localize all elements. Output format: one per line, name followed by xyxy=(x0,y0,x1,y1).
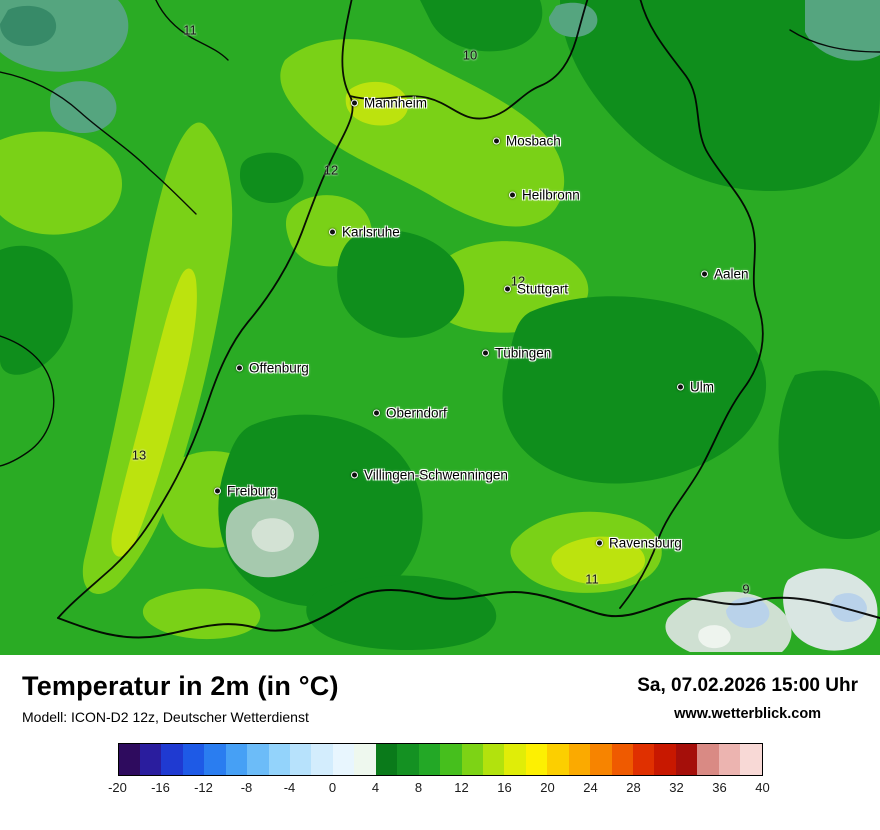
colorbar-cell xyxy=(675,744,698,775)
colorbar-cell xyxy=(654,744,676,775)
colorbar-cell xyxy=(161,744,183,775)
model-info: Modell: ICON-D2 12z, Deutscher Wetterdie… xyxy=(22,709,309,725)
colorbar-cell xyxy=(118,744,140,775)
colorbar-tick-label: -16 xyxy=(151,780,170,795)
colorbar-cell xyxy=(225,744,248,775)
colorbar-tick-label: -20 xyxy=(108,780,127,795)
colorbar-tick-label: 4 xyxy=(371,780,380,795)
colorbar-tick-label: 8 xyxy=(414,780,423,795)
colorbar-cell xyxy=(547,744,569,775)
colorbar-cell xyxy=(375,744,398,775)
colorbar-tick-label: 40 xyxy=(755,780,770,795)
map-footer: Temperatur in 2m (in °C) Modell: ICON-D2… xyxy=(0,655,880,830)
colorbar-cell xyxy=(697,744,719,775)
website-url: www.wetterblick.com xyxy=(674,706,822,722)
colorbar-tick-label: 20 xyxy=(540,780,555,795)
colorbar-cell xyxy=(740,744,762,775)
colorbar-tick-label: -12 xyxy=(194,780,213,795)
footer-right: Sa, 07.02.2026 15:00 Uhr www.wetterblick… xyxy=(637,671,858,722)
temperature-map: 11 10 12 12 13 11 9 Mannheim Mosbach Heilbronn Ka… xyxy=(0,0,880,655)
colorbar-cell xyxy=(268,744,290,775)
colorbar-tick-label: 28 xyxy=(626,780,641,795)
colorbar-cell xyxy=(204,744,226,775)
colorbar-cell xyxy=(718,744,741,775)
colorbar-cell xyxy=(440,744,462,775)
colorbar-tick-row: -20 -16 -12 -8 -4 0 4 8 12 16 20 24 28 32 36 40 xyxy=(108,780,770,800)
colorbar-tick-label: -8 xyxy=(240,780,253,795)
colorbar-cell xyxy=(633,744,655,775)
colorbar-cell xyxy=(354,744,376,775)
colorbar-tick-label: 32 xyxy=(669,780,684,795)
colorbar-tick-label: 16 xyxy=(497,780,512,795)
colorbar-cell xyxy=(482,744,505,775)
colorbar-cell xyxy=(290,744,312,775)
colorbar-tick-label: 36 xyxy=(712,780,727,795)
colorbar-cell xyxy=(332,744,355,775)
colorbar-cell xyxy=(611,744,633,775)
colorbar-tick-label: -4 xyxy=(283,780,296,795)
temperature-colorbar: -20 -16 -12 -8 -4 0 4 8 12 16 20 24 28 32 36 40 xyxy=(108,743,770,800)
colorbar-cell xyxy=(525,744,548,775)
valid-datetime: Sa, 07.02.2026 15:00 Uhr xyxy=(637,675,858,696)
colorbar-cell xyxy=(182,744,205,775)
colorbar-cell xyxy=(247,744,269,775)
colorbar-cell xyxy=(311,744,333,775)
colorbar-cell xyxy=(397,744,419,775)
colorbar-cell xyxy=(461,744,483,775)
colorbar-cell xyxy=(139,744,162,775)
colorbar-cell xyxy=(590,744,612,775)
colorbar-cell xyxy=(504,744,526,775)
footer-header-row: Temperatur in 2m (in °C) Modell: ICON-D2… xyxy=(22,671,858,725)
temperature-field-graphic xyxy=(0,0,880,652)
colorbar-cell xyxy=(418,744,441,775)
colorbar-cells xyxy=(117,743,763,776)
colorbar-cell xyxy=(568,744,591,775)
footer-left: Temperatur in 2m (in °C) Modell: ICON-D2… xyxy=(22,671,339,725)
map-title: Temperatur in 2m (in °C) xyxy=(22,671,339,701)
colorbar-tick-label: 0 xyxy=(328,780,337,795)
colorbar-tick-label: 12 xyxy=(454,780,469,795)
colorbar-tick-label: 24 xyxy=(583,780,598,795)
